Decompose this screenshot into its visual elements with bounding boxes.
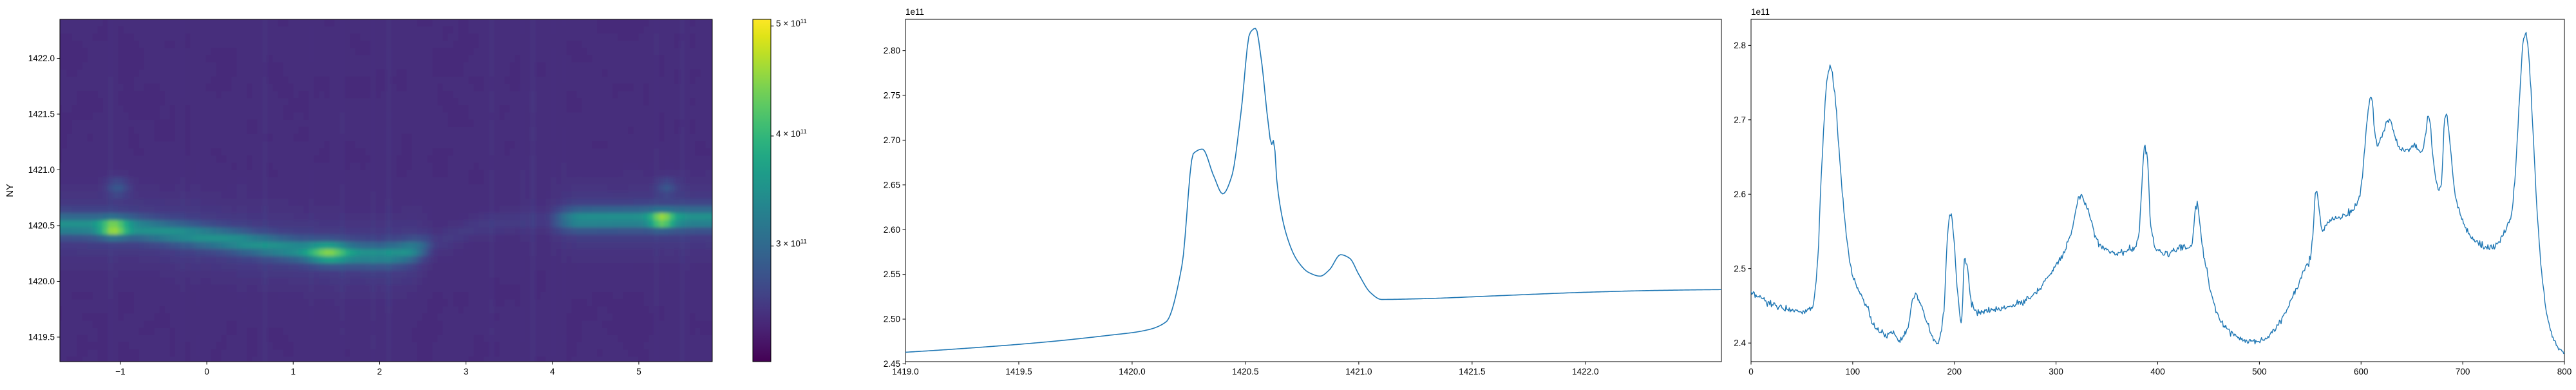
svg-text:300: 300 [2049, 367, 2063, 376]
svg-text:5: 5 [636, 367, 641, 376]
svg-text:1420.5: 1420.5 [28, 221, 55, 231]
svg-text:2.45: 2.45 [884, 359, 900, 369]
svg-text:2.6: 2.6 [1734, 190, 1746, 199]
svg-text:2.7: 2.7 [1734, 115, 1746, 124]
svg-text:1421.5: 1421.5 [28, 110, 55, 119]
svg-text:1422.0: 1422.0 [1572, 367, 1598, 376]
svg-text:2.80: 2.80 [884, 46, 900, 55]
svg-text:2.8: 2.8 [1734, 41, 1746, 50]
svg-text:0: 0 [204, 367, 209, 376]
svg-text:800: 800 [2557, 367, 2572, 376]
svg-text:NY: NY [5, 184, 15, 197]
svg-text:2.50: 2.50 [884, 315, 900, 324]
svg-text:1420.0: 1420.0 [28, 277, 55, 286]
svg-text:1: 1 [291, 367, 296, 376]
svg-text:2.5: 2.5 [1734, 264, 1746, 273]
svg-text:2.60: 2.60 [884, 225, 900, 235]
svg-text:1e11: 1e11 [1751, 7, 1770, 17]
svg-text:1421.5: 1421.5 [1459, 367, 1485, 376]
svg-text:2: 2 [377, 367, 383, 376]
svg-text:2.70: 2.70 [884, 135, 900, 145]
svg-text:1e11: 1e11 [905, 7, 924, 17]
svg-text:2.4: 2.4 [1734, 338, 1746, 348]
svg-text:200: 200 [1947, 367, 1962, 376]
svg-text:700: 700 [2456, 367, 2470, 376]
svg-text:1419.5: 1419.5 [28, 333, 55, 342]
svg-text:1420.0: 1420.0 [1119, 367, 1145, 376]
svg-text:2.65: 2.65 [884, 180, 900, 190]
svg-text:500: 500 [2252, 367, 2267, 376]
svg-text:100: 100 [1846, 367, 1861, 376]
svg-text:−1: −1 [115, 367, 125, 376]
svg-text:1421.0: 1421.0 [1345, 367, 1372, 376]
svg-text:2.55: 2.55 [884, 269, 900, 279]
svg-text:1422.0: 1422.0 [28, 54, 55, 63]
svg-text:1421.0: 1421.0 [28, 165, 55, 175]
svg-text:0: 0 [1748, 367, 1754, 376]
svg-text:600: 600 [2354, 367, 2369, 376]
svg-text:4: 4 [550, 367, 555, 376]
svg-text:1420.5: 1420.5 [1232, 367, 1258, 376]
svg-text:3: 3 [464, 367, 469, 376]
svg-text:400: 400 [2150, 367, 2165, 376]
svg-text:2.75: 2.75 [884, 91, 900, 101]
svg-text:1419.5: 1419.5 [1005, 367, 1032, 376]
